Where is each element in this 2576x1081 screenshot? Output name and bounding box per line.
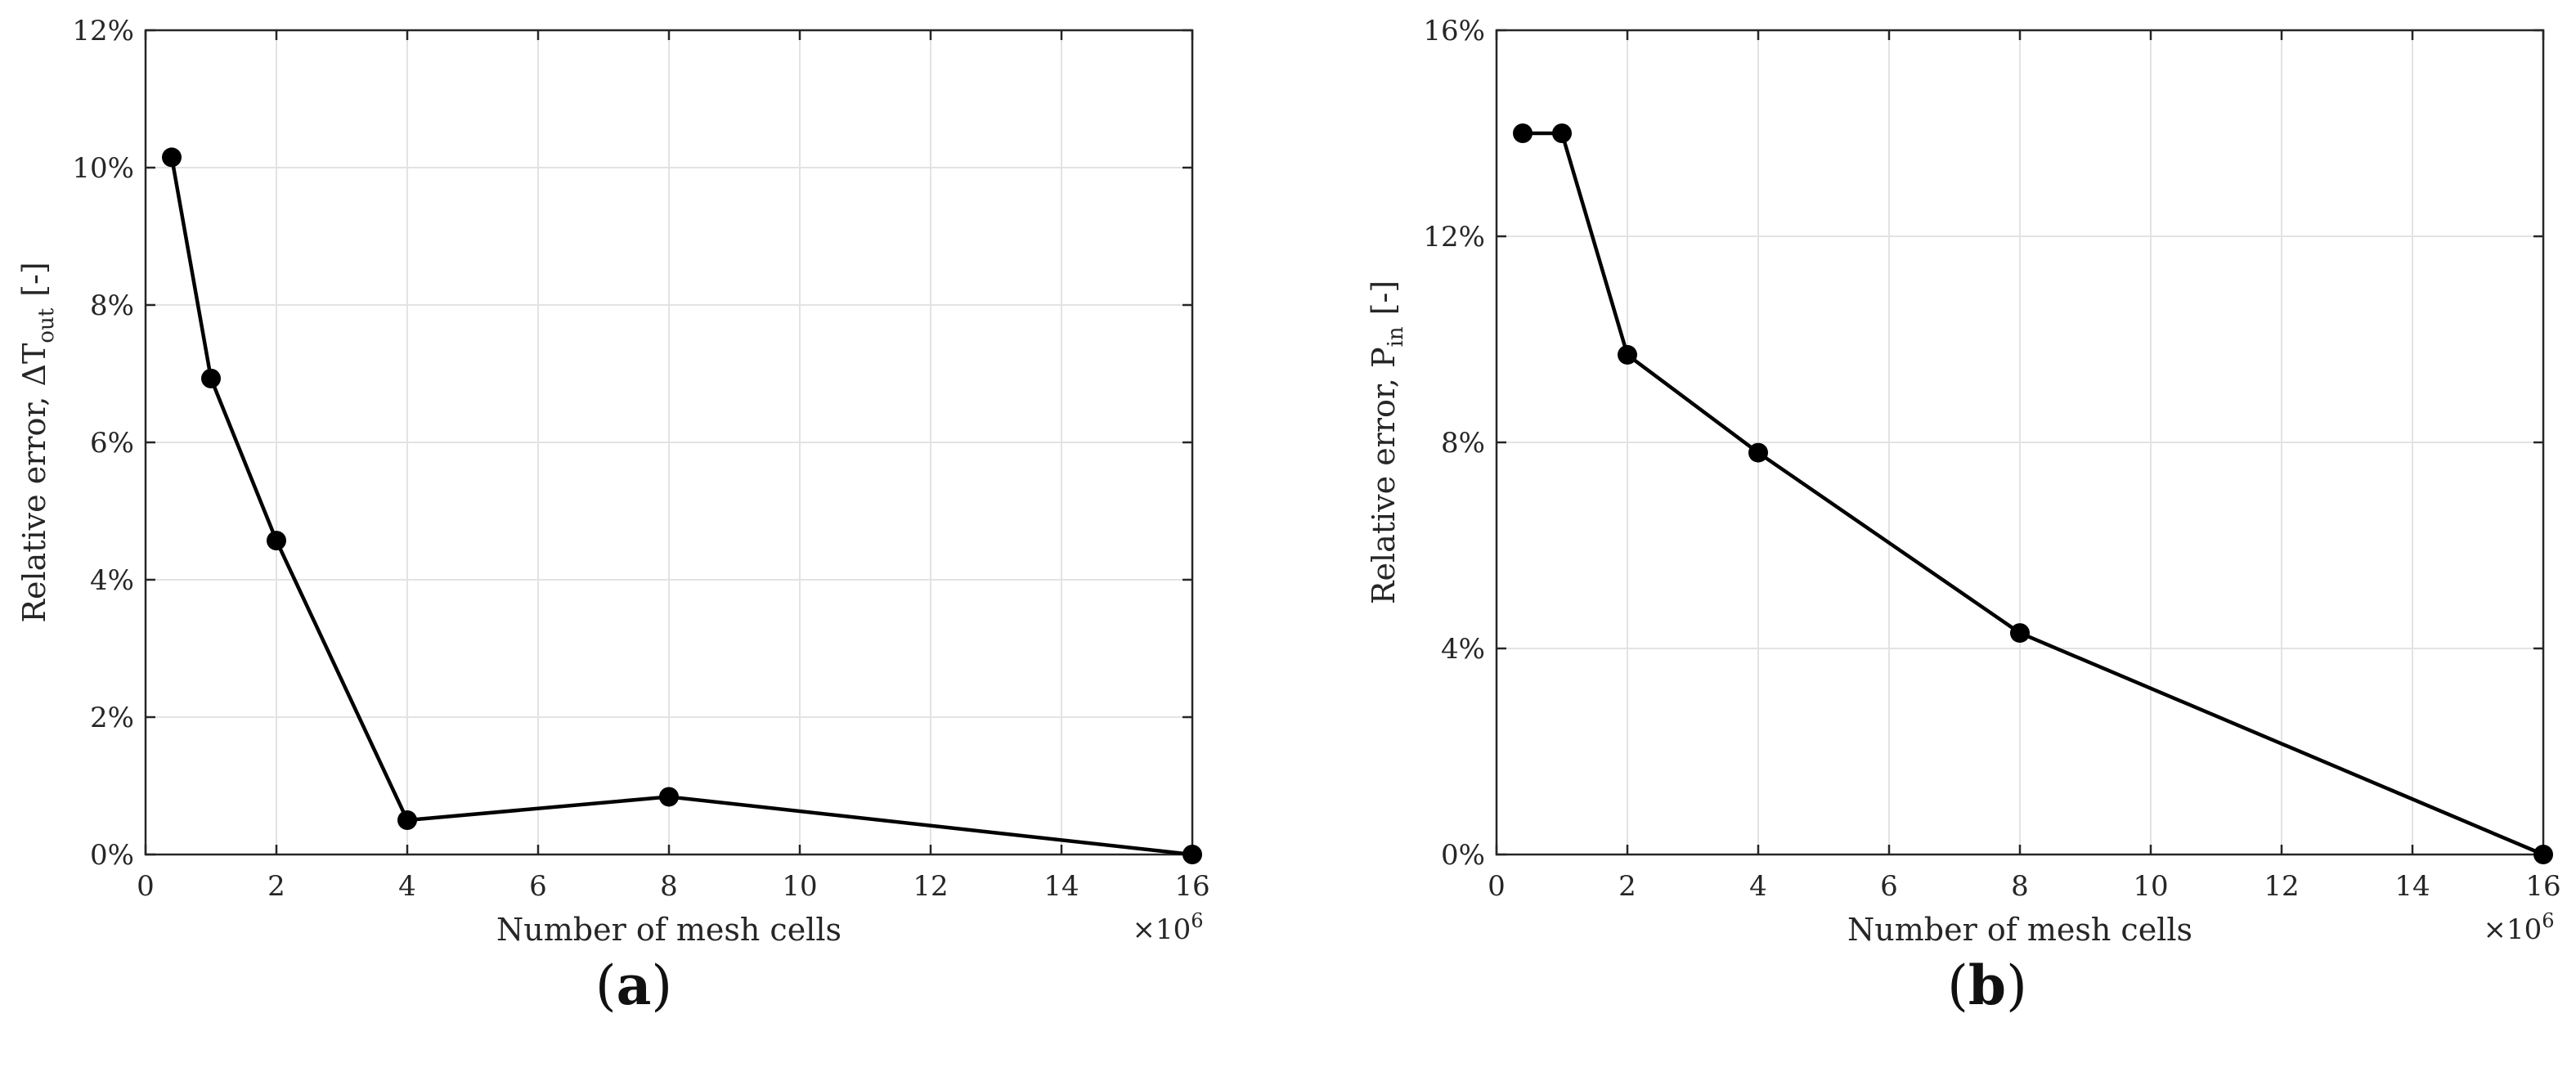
y-tick-label: 12% <box>1423 221 1485 253</box>
x-tick-label: 0 <box>137 870 155 903</box>
y-tick-label: 0% <box>90 839 134 872</box>
data-point <box>397 810 417 830</box>
data-point <box>1513 123 1533 143</box>
x-tick-label: 16 <box>1174 870 1209 903</box>
x-multiplier-label: ×106 <box>2483 909 2554 946</box>
x-tick-label: 16 <box>2525 870 2560 903</box>
x-axis-label: Number of mesh cells <box>496 912 841 948</box>
x-tick-label: 0 <box>1488 870 1506 903</box>
x-tick-label: 4 <box>1749 870 1767 903</box>
chart-panel-b: 0 2 4 6 8 10 12 14 16 0% 4% 8% 12% 16% Number of mesh … <box>1366 15 2561 1017</box>
x-tick-label: 14 <box>2394 870 2430 903</box>
y-tick-label: 16% <box>1423 15 1485 47</box>
y-tick-label: 8% <box>1441 427 1485 460</box>
y-tick-label: 4% <box>90 564 134 597</box>
data-point <box>162 147 182 168</box>
x-tick-label: 4 <box>398 870 416 903</box>
x-tick-label: 2 <box>267 870 285 903</box>
panel-label: (b) <box>1947 953 2027 1017</box>
x-tick-label: 2 <box>1618 870 1636 903</box>
y-tick-label: 12% <box>72 15 134 47</box>
x-tick-label: 8 <box>660 870 678 903</box>
y-tick-label: 8% <box>90 289 134 322</box>
panel-label: (a) <box>595 953 672 1017</box>
x-tick-label: 14 <box>1043 870 1079 903</box>
series-line <box>1523 131 2544 857</box>
y-axis-label: Relative error, Pin[-] <box>1366 280 1408 604</box>
series-line <box>169 157 1193 857</box>
y-tick-label: 10% <box>72 152 134 185</box>
y-tick-label: 0% <box>1441 839 1485 872</box>
x-tick-label: 12 <box>913 870 948 903</box>
x-tick-label: 6 <box>529 870 547 903</box>
data-point <box>2533 845 2553 864</box>
data-point <box>659 787 679 807</box>
data-point <box>2010 623 2030 644</box>
x-tick-label: 10 <box>2133 870 2168 903</box>
x-multiplier-label: ×106 <box>1132 909 1203 946</box>
y-axis-label: Relative error, ΔTout[-] <box>16 262 59 622</box>
x-tick-label: 10 <box>782 870 817 903</box>
x-axis-label: Number of mesh cells <box>1847 912 2192 948</box>
x-tick-label: 12 <box>2264 870 2299 903</box>
data-point <box>1183 845 1202 864</box>
data-point <box>1748 442 1768 463</box>
y-tick-label: 6% <box>90 427 134 460</box>
chart-panel-a: 0 2 4 6 8 10 12 14 16 0% 2% 4% 6% 8% 10% 12% Number of m… <box>16 15 1210 1017</box>
data-point <box>201 368 221 388</box>
y-tick-label: 2% <box>90 702 134 734</box>
x-tick-label: 6 <box>1880 870 1898 903</box>
data-point <box>267 531 286 551</box>
y-tick-label: 4% <box>1441 633 1485 666</box>
data-point <box>1618 344 1637 365</box>
x-tick-label: 8 <box>2011 870 2029 903</box>
data-point <box>1552 123 1572 143</box>
